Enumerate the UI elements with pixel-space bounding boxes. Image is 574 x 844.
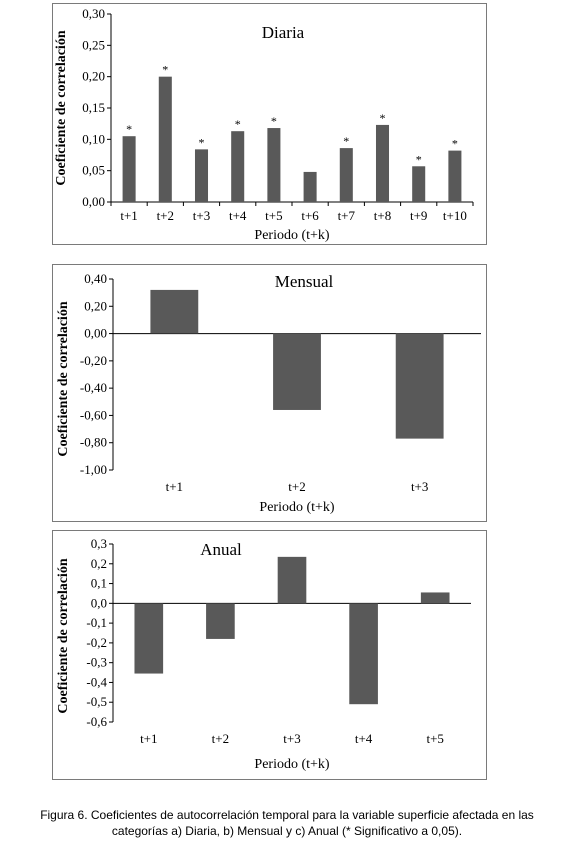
significance-marker: * (235, 117, 241, 131)
figure-caption: Figura 6. Coeficientes de autocorrelació… (0, 807, 574, 839)
x-category-label: t+1 (140, 731, 157, 746)
bar-t+7 (339, 148, 353, 202)
x-category-label: t+8 (374, 208, 391, 223)
x-axis-label: Periodo (t+k) (259, 500, 334, 515)
y-tick-label: -0,3 (86, 655, 107, 670)
bar-t+2 (206, 603, 235, 639)
chart-anual: -0,6 -0,5 -0,4 -0,3 -0,2 -0,1 0,0 0,1 0,2 0,3 t+1 t… (56, 536, 471, 772)
significance-marker: * (416, 152, 422, 166)
x-category-label: t+3 (283, 731, 300, 746)
y-axis-label: Coeficiente de correlación (56, 558, 71, 713)
bar-t+1 (134, 603, 164, 674)
significance-marker: * (126, 122, 132, 136)
significance-marker: * (380, 111, 386, 125)
chart-title: Mensual (275, 272, 334, 291)
y-tick-label: -0,80 (80, 435, 107, 450)
y-tick-label: 0,25 (82, 37, 105, 52)
chart-panel-anual: -0,6 -0,5 -0,4 -0,3 -0,2 -0,1 0,0 0,1 0,2 0,3 t+1 t… (52, 530, 487, 780)
significance-marker: * (452, 137, 458, 151)
significance-marker: * (199, 135, 205, 149)
x-category-label: t+4 (229, 208, 247, 223)
x-category-label: t+7 (338, 208, 356, 223)
y-tick-label: 0,00 (82, 194, 105, 209)
x-category-label: t+6 (301, 208, 319, 223)
x-category-label: t+1 (120, 208, 137, 223)
y-axis-label: Coeficiente de correlación (56, 301, 71, 456)
y-tick-label: -0,2 (86, 635, 107, 650)
x-category-label: t+3 (193, 208, 210, 223)
y-tick-label: -0,5 (86, 694, 107, 709)
chart-panel-diaria: 0,00 0,05 0,10 0,15 0,20 0,25 0,30 * t+1 * t+2 * t+3… (52, 3, 487, 245)
y-tick-label: 0,20 (82, 69, 105, 84)
bar-t+1 (122, 136, 136, 202)
significance-marker: * (271, 114, 277, 128)
bar-t+2 (273, 333, 321, 410)
x-axis-label: Periodo (t+k) (254, 228, 329, 243)
y-axis-label: Coeficiente de correlación (54, 30, 69, 185)
y-tick-label: 0,0 (91, 595, 107, 610)
significance-marker: * (343, 134, 349, 148)
x-category-label: t+9 (410, 208, 427, 223)
y-tick-label: 0,3 (91, 536, 107, 551)
significance-marker: * (162, 63, 168, 77)
y-tick-label: 0,40 (84, 271, 107, 286)
chart-title: Diaria (262, 23, 305, 42)
chart-diaria: 0,00 0,05 0,10 0,15 0,20 0,25 0,30 * t+1 * t+2 * t+3… (54, 6, 474, 243)
chart-mensual: -1,00 -0,80 -0,60 -0,40 -0,20 0,00 0,20 0,40 t+1… (56, 271, 481, 515)
chart-title: Anual (200, 540, 242, 559)
bar-t+5 (420, 592, 450, 604)
y-tick-label: 0,05 (82, 163, 105, 178)
bar-t+8 (375, 124, 390, 202)
bar-t+4 (349, 603, 378, 705)
x-category-label: t+3 (411, 479, 428, 494)
y-tick-label: 0,30 (82, 6, 105, 21)
y-tick-label: -0,6 (86, 714, 107, 729)
x-category-label: t+10 (443, 208, 467, 223)
bar-t+3 (277, 556, 307, 604)
y-tick-label: -0,4 (86, 674, 107, 689)
y-tick-label: -0,1 (86, 615, 107, 630)
caption-line-1: Figura 6. Coeficientes de autocorrelació… (40, 808, 534, 822)
x-category-label: t+4 (355, 731, 373, 746)
x-category-label: t+2 (157, 208, 174, 223)
x-category-label: t+5 (426, 731, 443, 746)
bar-t+5 (267, 128, 281, 202)
y-tick-label: 0,20 (84, 298, 107, 313)
bar-t+3 (194, 149, 209, 202)
x-category-label: t+2 (288, 479, 305, 494)
y-tick-label: -0,20 (80, 353, 107, 368)
y-tick-label: -0,60 (80, 407, 107, 422)
y-tick-label: 0,1 (91, 576, 107, 591)
x-category-label: t+2 (212, 731, 229, 746)
bar-t+1 (150, 289, 199, 334)
y-tick-label: 0,2 (91, 556, 107, 571)
x-category-label: t+5 (265, 208, 282, 223)
y-tick-label: 0,00 (84, 326, 107, 341)
bar-t+10 (448, 150, 462, 202)
bar-t+9 (412, 166, 426, 202)
y-tick-label: 0,15 (82, 100, 105, 115)
bar-t+3 (395, 333, 444, 439)
y-tick-label: 0,10 (82, 131, 105, 146)
y-tick-label: -1,00 (80, 462, 107, 477)
chart-panel-mensual: -1,00 -0,80 -0,60 -0,40 -0,20 0,00 0,20 0,40 t+1… (52, 264, 487, 522)
x-axis-label: Periodo (t+k) (254, 757, 329, 772)
bar-t+2 (158, 76, 172, 202)
y-tick-label: -0,40 (80, 380, 107, 395)
bar-t+6 (303, 171, 317, 202)
x-category-label: t+1 (166, 479, 183, 494)
caption-line-2: categorías a) Diaria, b) Mensual y c) An… (111, 824, 463, 838)
bar-t+4 (231, 131, 245, 202)
